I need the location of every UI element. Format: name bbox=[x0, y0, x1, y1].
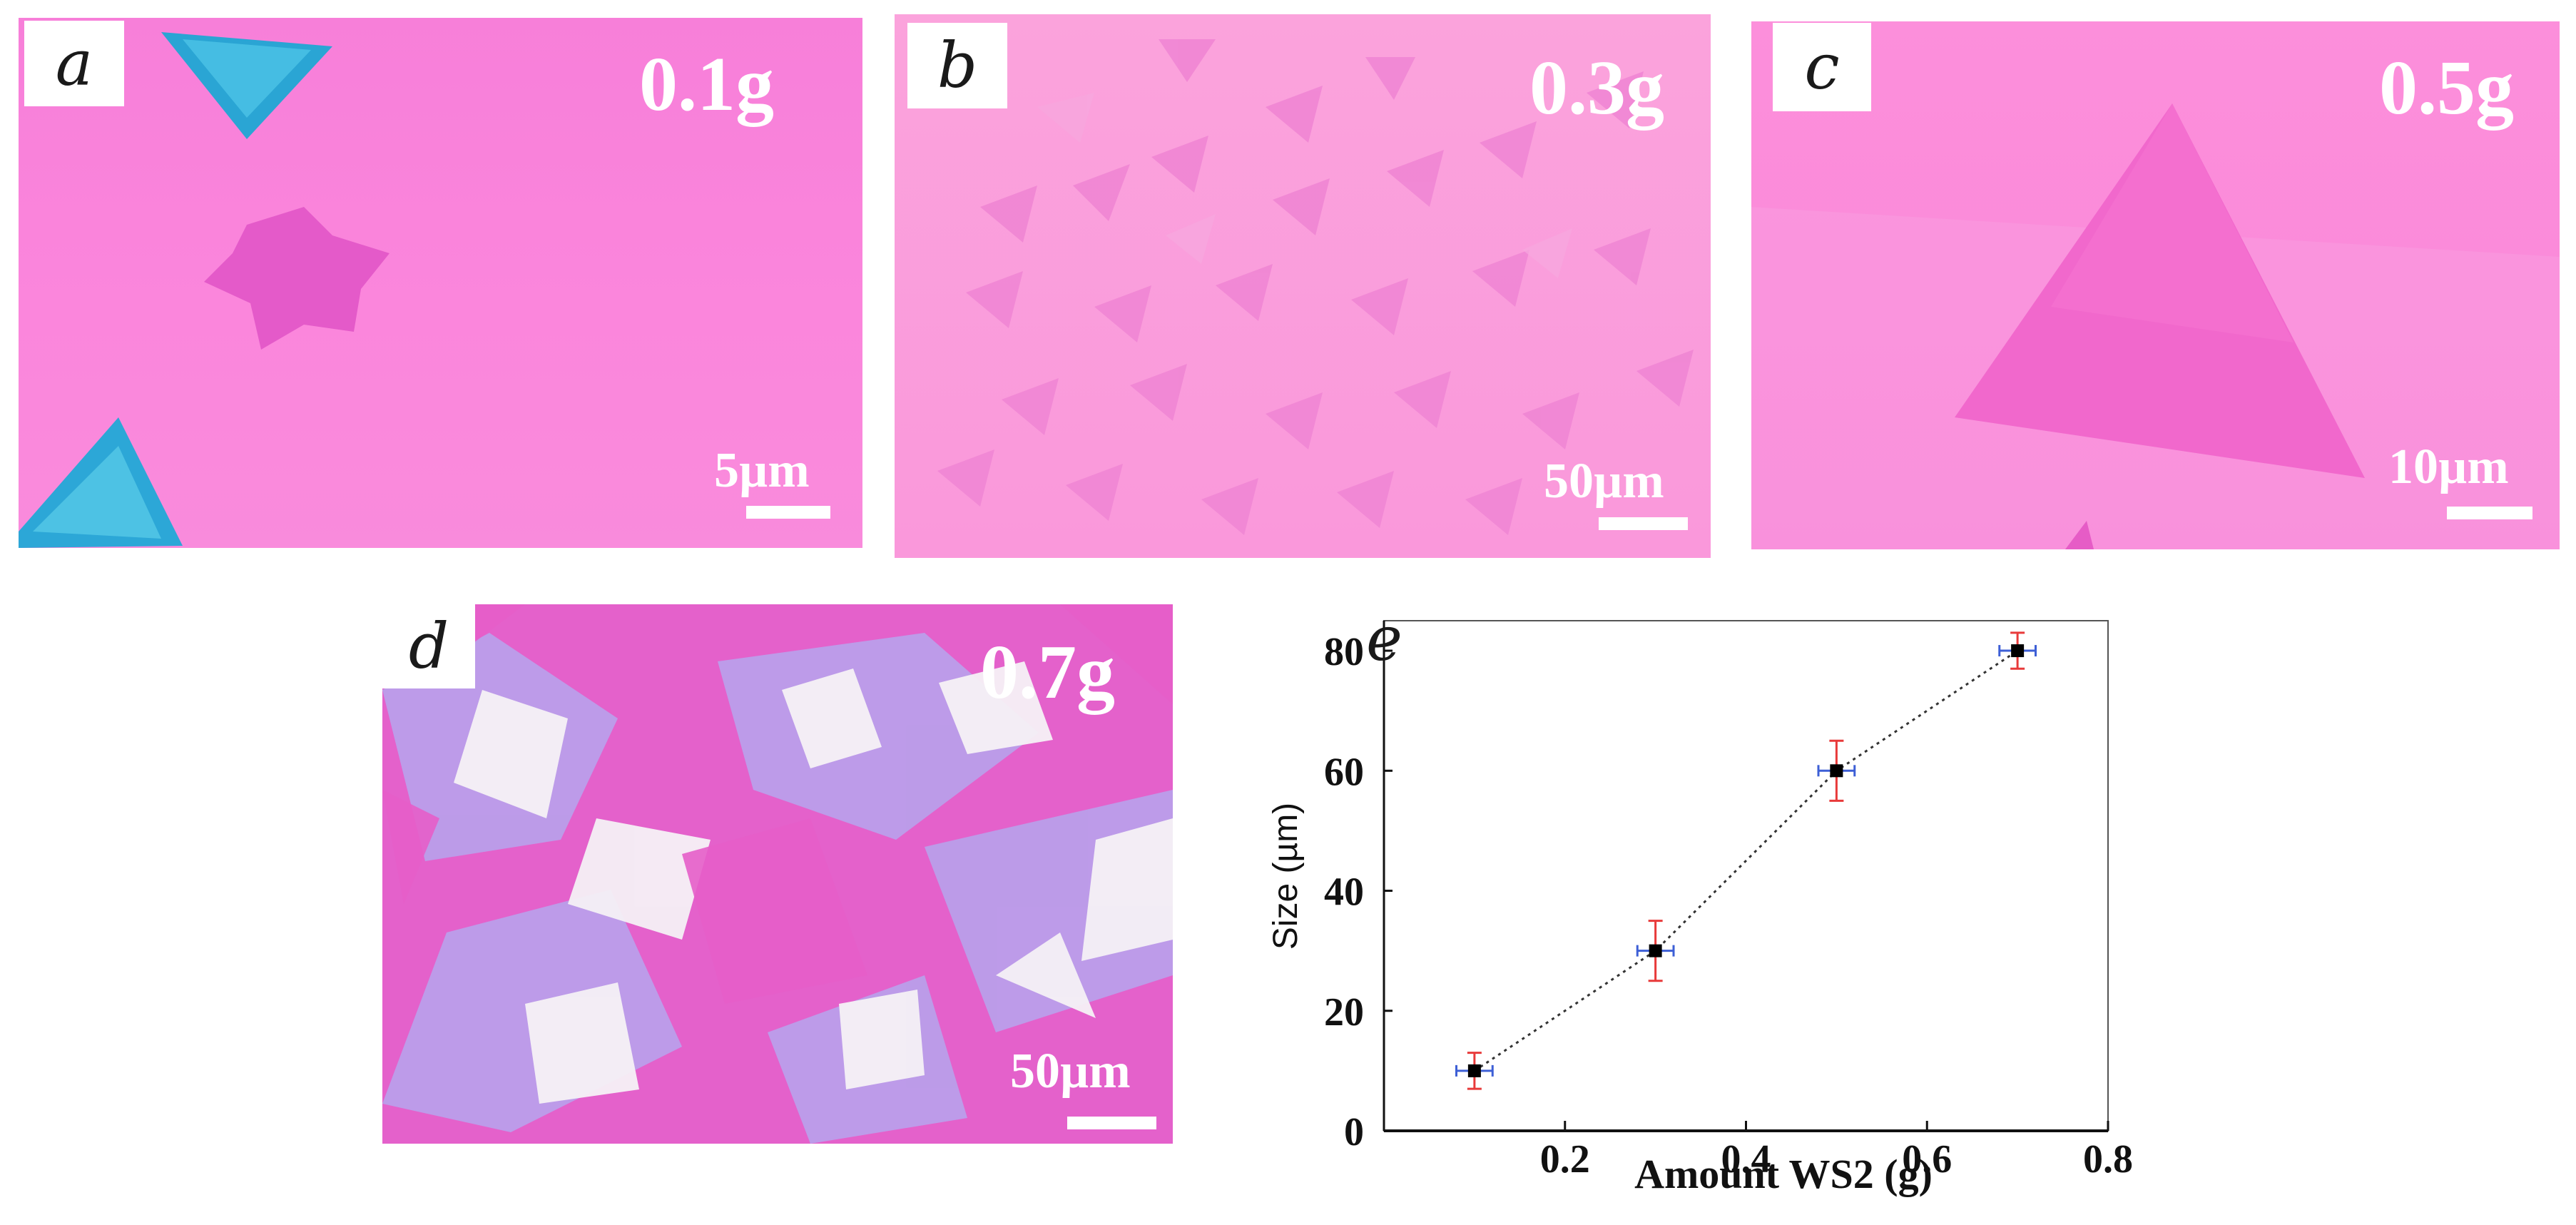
panel-c-letter: c bbox=[1773, 23, 1871, 111]
panel-b-amount: 0.3g bbox=[1529, 46, 1664, 131]
x-axis-label: Amount WS2 (g) bbox=[1634, 1151, 1933, 1197]
panel-b-scale-label: 50µm bbox=[1544, 454, 1664, 509]
data-point bbox=[1817, 739, 1856, 802]
x-tick-label: 0.2 bbox=[1540, 1137, 1590, 1181]
panel-a-micrograph: a 0.1g 5µm bbox=[19, 18, 862, 548]
panel-c-micrograph: c 0.5g 10µm bbox=[1751, 21, 2560, 549]
data-marker bbox=[1649, 944, 1662, 957]
x-tick-label: 0.8 bbox=[2083, 1137, 2133, 1181]
data-point bbox=[1636, 920, 1675, 982]
panel-a-letter: a bbox=[24, 21, 124, 106]
panel-d-image bbox=[382, 604, 1173, 1144]
data-marker bbox=[1830, 764, 1843, 778]
panel-c-amount: 0.5g bbox=[2379, 46, 2514, 131]
data-marker bbox=[1467, 1064, 1481, 1077]
data-point bbox=[1998, 631, 2037, 670]
panel-e-letter: e bbox=[1366, 604, 1402, 675]
panel-b-scale-bar bbox=[1599, 517, 1688, 530]
panel-a-scale-bar bbox=[746, 506, 830, 519]
panel-c-image bbox=[1751, 103, 2560, 549]
y-tick-label: 40 bbox=[1324, 870, 1364, 915]
panel-d-letter: d bbox=[382, 604, 475, 688]
data-point bbox=[1455, 1052, 1494, 1090]
y-axis-label: Size (µm) bbox=[1267, 803, 1305, 950]
y-ticks: 0 20 40 60 80 bbox=[1324, 630, 1393, 1154]
x-tick-label: 0.4 bbox=[1721, 1137, 1771, 1181]
panel-b-letter: b bbox=[907, 23, 1007, 108]
y-tick-label: 60 bbox=[1324, 750, 1364, 794]
panel-d-scale-label: 50µm bbox=[1010, 1044, 1131, 1099]
data-marker bbox=[2011, 644, 2025, 658]
x-ticks: 0.2 0.4 0.6 0.8 bbox=[1540, 1121, 2133, 1181]
panel-e-chart: 0.2 0.4 0.6 0.8 0 20 40 60 80 Amount WS2 (g) Si… bbox=[1252, 603, 2165, 1224]
panel-d-micrograph: d 0.7g 50µm bbox=[382, 604, 1173, 1144]
y-tick-label: 80 bbox=[1324, 630, 1364, 674]
panel-b-image bbox=[937, 39, 1694, 535]
series-line bbox=[1474, 649, 2018, 1072]
x-tick-label: 0.6 bbox=[1902, 1137, 1952, 1181]
y-tick-label: 0 bbox=[1344, 1110, 1364, 1154]
panel-d-amount: 0.7g bbox=[980, 630, 1115, 715]
panel-a-image bbox=[19, 32, 390, 548]
panel-a-scale-label: 5µm bbox=[714, 443, 810, 498]
y-tick-label: 20 bbox=[1324, 990, 1364, 1035]
plot-frame bbox=[1383, 620, 2109, 1132]
panel-c-scale-bar bbox=[2447, 507, 2532, 519]
panel-c-scale-label: 10µm bbox=[2388, 439, 2509, 494]
panel-b-micrograph: b 0.3g 50µm bbox=[895, 14, 1711, 558]
data-points bbox=[1455, 631, 2037, 1090]
chart-svg: 0.2 0.4 0.6 0.8 0 20 40 60 80 Amount WS2 (g) Si… bbox=[1267, 620, 2133, 1197]
panel-a-amount: 0.1g bbox=[639, 42, 774, 127]
panel-d-scale-bar bbox=[1067, 1117, 1156, 1129]
